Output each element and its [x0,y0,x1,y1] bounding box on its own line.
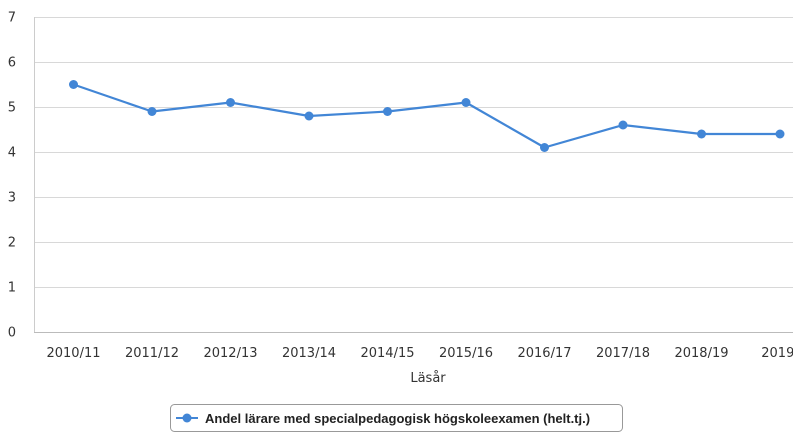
data-point-2014-15[interactable] [383,107,392,116]
legend-label: Andel lärare med specialpedagogisk högsk… [205,411,590,426]
y-tick-label-0: 0 [8,326,16,341]
series-line-0 [72,83,782,149]
legend-marker-symbol [182,413,192,423]
data-point-2012-13[interactable] [226,98,235,107]
y-tick-label-2: 2 [8,236,16,251]
legend[interactable]: Andel lärare med specialpedagogisk högsk… [170,404,623,432]
grid-lines [34,17,793,333]
y-axis: 0 1 2 3 4 5 6 7 [8,11,35,341]
data-point-2019-[interactable] [775,129,785,139]
x-tick-label-0: 2010/11 [46,346,100,361]
data-point-2013-14[interactable] [304,111,314,121]
y-tick-label-7: 7 [8,11,16,26]
x-tick-label-4: 2014/15 [360,346,414,361]
x-axis: 2010/11 2011/12 2012/13 2013/14 2014/15 2015/… [46,346,793,361]
x-tick-label-6: 2016/17 [517,346,571,361]
x-tick-label-5: 2015/16 [439,346,493,361]
x-tick-label-7: 2017/18 [596,346,650,361]
x-tick-label-2: 2012/13 [203,346,257,361]
x-tick-label-1: 2011/12 [125,346,179,361]
x-tick-label-8: 2018/19 [674,346,728,361]
y-tick-label-5: 5 [8,101,16,116]
data-point-2011-12[interactable] [147,107,157,116]
y-tick-label-3: 3 [8,191,16,206]
data-point-2010-11[interactable] [69,80,78,89]
y-tick-label-6: 6 [8,56,16,71]
x-tick-label-3: 2013/14 [282,346,336,361]
x-tick-label-9: 2019/ [761,346,793,361]
y-tick-label-1: 1 [8,281,16,296]
legend-box [170,404,623,432]
series-layer [69,80,785,152]
data-point-2017-18[interactable] [618,120,628,130]
x-axis-title: Läsår [410,371,446,386]
data-point-2016-17[interactable] [540,143,549,152]
data-point-2015-16[interactable] [461,98,471,107]
data-point-2018-19[interactable] [697,129,706,139]
y-tick-label-4: 4 [8,146,16,161]
